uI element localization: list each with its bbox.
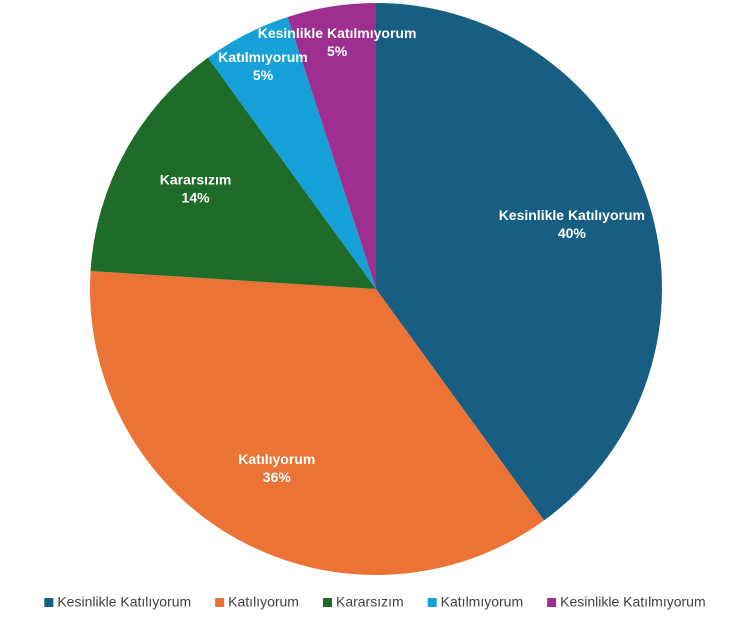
data-label-name: Katılıyorum bbox=[238, 451, 315, 467]
pie-slice bbox=[287, 3, 376, 289]
data-label-value: 36% bbox=[263, 469, 292, 485]
data-label-value: 5% bbox=[253, 67, 274, 83]
legend-swatch bbox=[44, 598, 54, 607]
legend-swatch bbox=[215, 598, 225, 607]
legend-swatch bbox=[322, 598, 332, 607]
data-label-name: Kesinlikle Katılıyorum bbox=[499, 207, 645, 223]
data-label-value: 5% bbox=[327, 43, 348, 59]
pie-slice bbox=[376, 3, 662, 521]
legend-label: Kesinlikle Katılıyorum bbox=[57, 594, 191, 610]
legend-swatch bbox=[547, 598, 557, 607]
data-label-name: Kararsızım bbox=[160, 172, 232, 188]
pie-slice bbox=[90, 57, 376, 289]
legend-label: Katılıyorum bbox=[228, 594, 299, 610]
pie-slice bbox=[207, 16, 376, 290]
data-label-value: 14% bbox=[182, 190, 211, 206]
legend-label: Kararsızım bbox=[336, 594, 404, 610]
data-label-name: Kesinlikle Katılmıyorum bbox=[258, 25, 417, 41]
pie-slice bbox=[90, 271, 545, 575]
legend-label: Kesinlikle Katılmıyorum bbox=[560, 594, 706, 610]
data-label-name: Katılmıyorum bbox=[218, 49, 307, 65]
legend-swatch bbox=[427, 598, 437, 607]
data-label-value: 40% bbox=[558, 225, 587, 241]
legend-label: Katılmıyorum bbox=[441, 594, 523, 610]
